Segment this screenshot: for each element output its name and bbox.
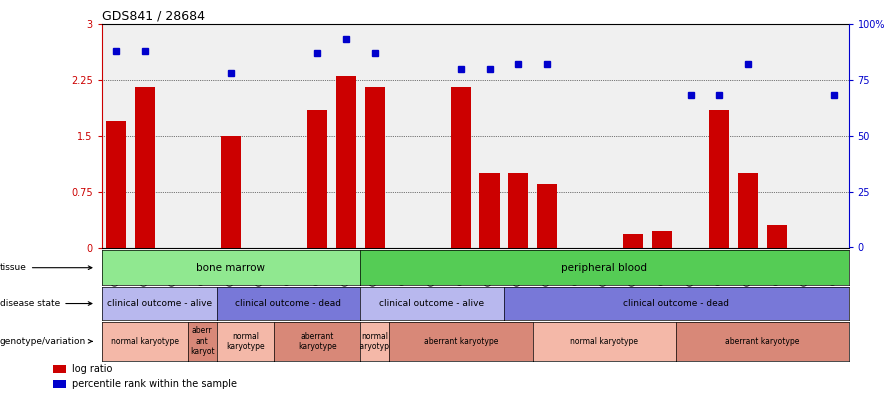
Text: clinical outcome - dead: clinical outcome - dead	[235, 299, 341, 308]
Bar	[364, 87, 385, 248]
Text: normal
karyotype: normal karyotype	[226, 332, 264, 351]
Bar	[336, 76, 356, 248]
Bar	[508, 173, 529, 248]
Text: normal
karyotype: normal karyotype	[355, 332, 394, 351]
Bar	[134, 87, 155, 248]
Bar	[106, 121, 126, 248]
Bar	[53, 380, 66, 388]
Text: bone marrow: bone marrow	[196, 263, 265, 273]
Text: peripheral blood: peripheral blood	[561, 263, 647, 273]
Text: aberrant karyotype: aberrant karyotype	[725, 337, 800, 346]
Bar	[53, 365, 66, 373]
Text: aberr
ant
karyot: aberr ant karyot	[190, 326, 215, 356]
Text: tissue: tissue	[0, 263, 92, 272]
Text: genotype/variation: genotype/variation	[0, 337, 92, 346]
Bar	[221, 135, 241, 248]
Bar	[623, 234, 644, 248]
Bar	[766, 225, 787, 248]
Bar	[479, 173, 499, 248]
Bar	[738, 173, 758, 248]
Bar	[537, 184, 557, 248]
Text: aberrant karyotype: aberrant karyotype	[423, 337, 498, 346]
Bar	[307, 110, 327, 248]
Bar	[709, 110, 729, 248]
Bar	[652, 231, 672, 248]
Text: clinical outcome - dead: clinical outcome - dead	[623, 299, 729, 308]
Text: disease state: disease state	[0, 299, 92, 308]
Text: normal karyotype: normal karyotype	[570, 337, 638, 346]
Text: percentile rank within the sample: percentile rank within the sample	[72, 379, 237, 389]
Bar	[451, 87, 471, 248]
Text: log ratio: log ratio	[72, 364, 112, 374]
Text: GDS841 / 28684: GDS841 / 28684	[102, 10, 205, 23]
Text: clinical outcome - alive: clinical outcome - alive	[379, 299, 484, 308]
Text: aberrant
karyotype: aberrant karyotype	[298, 332, 337, 351]
Text: normal karyotype: normal karyotype	[110, 337, 179, 346]
Text: clinical outcome - alive: clinical outcome - alive	[107, 299, 211, 308]
